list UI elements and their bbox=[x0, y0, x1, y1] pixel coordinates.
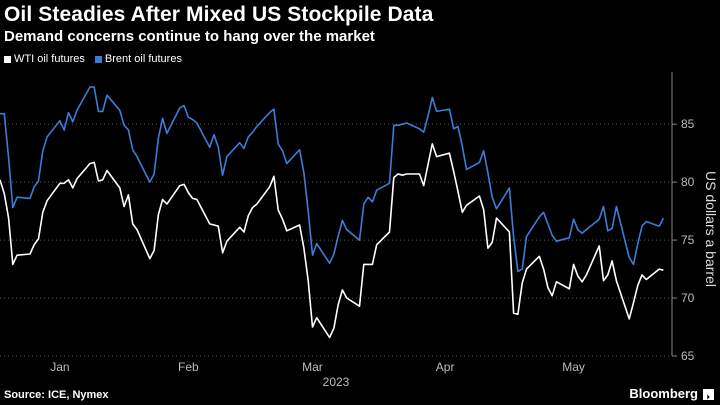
legend-label-wti: WTI oil futures bbox=[14, 53, 85, 65]
grid-lines bbox=[0, 123, 672, 357]
series-line-brent bbox=[0, 86, 665, 273]
chart-legend: WTI oil futures Brent oil futures bbox=[4, 53, 182, 65]
legend-label-brent: Brent oil futures bbox=[104, 53, 182, 65]
y-tick-label-75: 75 bbox=[681, 233, 695, 247]
y-tick-label-85: 85 bbox=[681, 117, 695, 131]
chart-subtitle: Demand concerns continue to hang over th… bbox=[4, 28, 375, 45]
legend-item-wti: WTI oil futures bbox=[4, 53, 85, 65]
x-tick-label-mar: Mar bbox=[302, 360, 323, 374]
x-axis-label: 2023 bbox=[323, 375, 350, 389]
bloomberg-brand: Bloomberg bbox=[629, 386, 698, 401]
legend-swatch-brent bbox=[94, 55, 102, 63]
legend-item-brent: Brent oil futures bbox=[94, 53, 182, 65]
y-tick-label-65: 65 bbox=[681, 349, 695, 363]
x-tick-label-apr: Apr bbox=[436, 360, 455, 374]
y-tick-label-70: 70 bbox=[681, 291, 695, 305]
bloomberg-logo-icon bbox=[703, 389, 714, 400]
series-line-wti bbox=[0, 143, 664, 339]
x-tick-label-jan: Jan bbox=[50, 360, 69, 374]
legend-swatch-wti bbox=[4, 55, 11, 63]
source-note: Source: ICE, Nymex bbox=[4, 389, 109, 401]
series-lines bbox=[0, 86, 665, 339]
axes: 65 70 75 80 85 Jan Feb Mar Apr May bbox=[50, 72, 695, 374]
chart-title: Oil Steadies After Mixed US Stockpile Da… bbox=[4, 3, 434, 26]
x-tick-label-feb: Feb bbox=[178, 360, 199, 374]
x-tick-label-may: May bbox=[562, 360, 585, 374]
y-tick-label-80: 80 bbox=[681, 175, 695, 189]
y-axis-label: US dollars a barrel bbox=[703, 171, 719, 287]
